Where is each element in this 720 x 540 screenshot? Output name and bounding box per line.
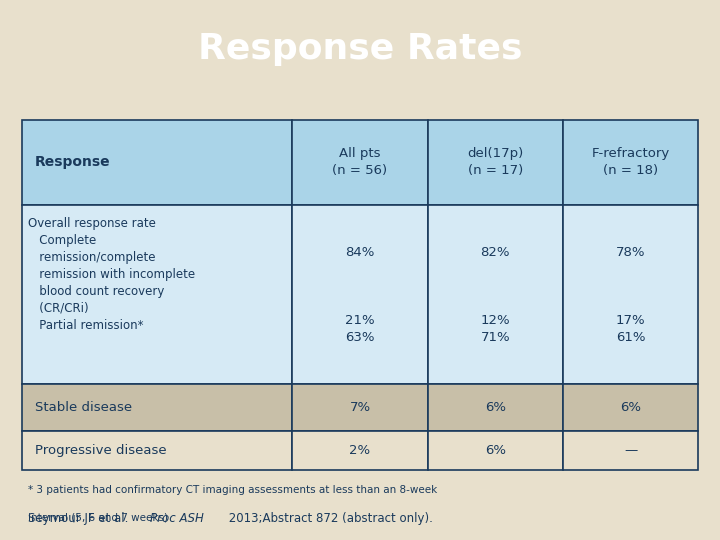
Text: —: — [624,444,637,457]
Bar [22,384,292,431]
Bar [563,431,698,470]
Text: Stable disease: Stable disease [35,401,132,414]
Bar [563,120,698,205]
Bar [292,384,428,431]
Text: 7%: 7% [349,401,371,414]
Text: Response: Response [35,156,111,170]
Text: Proc ASH: Proc ASH [150,512,204,525]
Bar [428,431,563,470]
Text: 2013;Abstract 872 (abstract only).: 2013;Abstract 872 (abstract only). [225,512,433,525]
Bar [22,120,292,205]
Text: interval (5, 6 and 7 weeks): interval (5, 6 and 7 weeks) [28,512,168,522]
Text: Response Rates: Response Rates [198,32,522,65]
Bar [292,120,428,205]
Bar [563,205,698,384]
Text: Progressive disease: Progressive disease [35,444,167,457]
Bar [292,205,428,384]
Bar [22,205,292,384]
Text: Overall response rate
   Complete
   remission/complete
   remission with incomp: Overall response rate Complete remission… [28,217,196,332]
Text: 82%



12%
71%: 82% 12% 71% [480,246,510,343]
Text: F-refractory
(n = 18): F-refractory (n = 18) [592,147,670,178]
Text: 6%: 6% [485,401,506,414]
Text: * 3 patients had confirmatory CT imaging assessments at less than an 8-week: * 3 patients had confirmatory CT imaging… [28,485,438,495]
Text: 6%: 6% [485,444,506,457]
Text: Seymour JF et al.: Seymour JF et al. [28,512,132,525]
Text: 78%



17%
61%: 78% 17% 61% [616,246,646,343]
Text: 2%: 2% [349,444,371,457]
Bar [22,431,292,470]
Bar [563,384,698,431]
Text: All pts
(n = 56): All pts (n = 56) [333,147,387,178]
Text: 6%: 6% [620,401,642,414]
Bar [292,431,428,470]
Bar [428,120,563,205]
Bar [428,205,563,384]
Text: del(17p)
(n = 17): del(17p) (n = 17) [467,147,523,178]
Text: 84%



21%
63%: 84% 21% 63% [345,246,375,343]
Bar [428,384,563,431]
